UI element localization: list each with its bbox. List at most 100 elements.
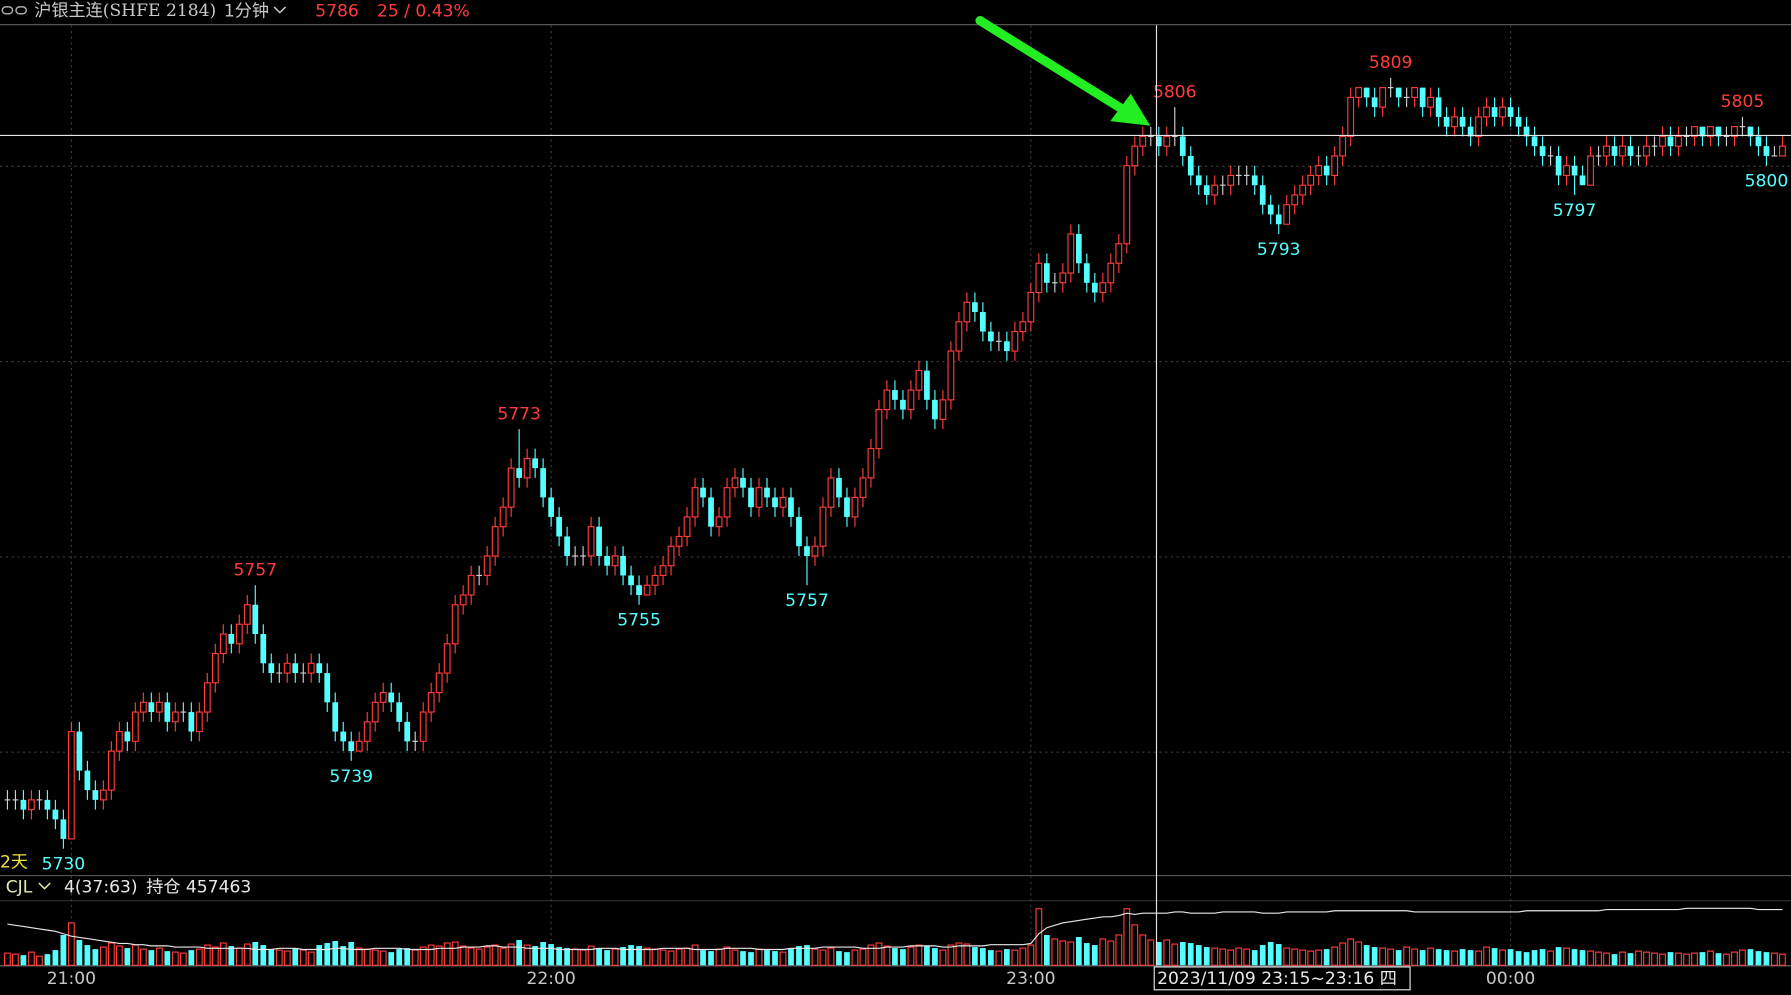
- volume-bar: [371, 949, 379, 966]
- volume-bar: [171, 951, 179, 966]
- candle-body: [892, 390, 898, 400]
- candle-body: [883, 389, 891, 411]
- volume-bar: [867, 944, 875, 966]
- volume-bar: [740, 951, 746, 966]
- volume-bar: [491, 944, 499, 966]
- range-label[interactable]: 2天: [0, 852, 28, 872]
- candle-body: [435, 672, 443, 694]
- candle-body: [932, 399, 938, 420]
- volume-bar: [268, 949, 275, 966]
- candle-body: [796, 516, 802, 547]
- candle-body: [139, 701, 147, 713]
- volume-bar: [1067, 941, 1075, 966]
- period-caret[interactable]: [273, 6, 287, 14]
- volume-bar: [1155, 942, 1162, 966]
- candle-body: [1619, 145, 1626, 157]
- indicator-name[interactable]: CJL: [6, 878, 33, 898]
- volume-bar: [1387, 948, 1395, 966]
- candle-body: [332, 702, 339, 732]
- volume-bar: [1059, 940, 1067, 966]
- volume-bar: [1667, 952, 1674, 966]
- volume-bar: [475, 948, 483, 966]
- candle-body: [1075, 233, 1082, 264]
- candle-body: [1115, 243, 1123, 264]
- candle-body: [252, 604, 259, 635]
- volume-bar: [1203, 947, 1210, 966]
- candle-body: [1531, 136, 1538, 147]
- candle-body: [379, 691, 387, 703]
- volume-bar: [292, 948, 299, 966]
- candle-body: [851, 496, 859, 518]
- volume-bar: [1219, 948, 1227, 966]
- candle-body: [772, 497, 778, 508]
- volume-bar: [796, 946, 802, 966]
- candle-body: [363, 721, 371, 742]
- candle-body: [819, 506, 827, 547]
- candle-body: [235, 623, 243, 645]
- volume-bar: [228, 946, 235, 966]
- candle-body: [955, 321, 963, 352]
- volume-bar: [27, 951, 35, 966]
- volume-bar: [1179, 942, 1186, 966]
- volume-bar: [819, 949, 827, 966]
- volume-bar: [972, 947, 978, 966]
- volume-bar: [1571, 949, 1578, 966]
- candle-body: [764, 487, 770, 498]
- volume-bar: [1147, 939, 1155, 966]
- volume-bar: [947, 944, 955, 966]
- volume-bar: [1611, 954, 1618, 966]
- candle-body: [443, 643, 451, 674]
- symbol[interactable]: 沪银主连(SHFE 2184): [34, 1, 216, 21]
- volume-bar: [667, 950, 675, 966]
- volume-bar: [1475, 950, 1483, 966]
- candle-body: [1491, 107, 1498, 117]
- volume-bar: [1347, 938, 1355, 966]
- candle-body: [99, 789, 107, 801]
- candle-body: [532, 458, 538, 469]
- candle-body: [483, 555, 491, 577]
- volume-bar: [851, 949, 859, 966]
- volume-bar: [1467, 950, 1474, 966]
- link-icon[interactable]: [1, 6, 28, 15]
- volume-bar: [1027, 944, 1035, 966]
- volume-bar: [340, 946, 347, 966]
- volume-bar: [467, 947, 475, 966]
- candle-body: [596, 526, 602, 556]
- candle-body: [27, 799, 35, 811]
- candle-body: [1107, 262, 1115, 284]
- candle-body: [388, 692, 395, 703]
- period[interactable]: 1分钟: [224, 1, 269, 21]
- volume-bar: [523, 944, 531, 966]
- candle-body: [556, 516, 562, 537]
- volume-bar: [604, 950, 610, 966]
- candle-body: [924, 370, 930, 400]
- high-label: 5773: [497, 404, 541, 424]
- candle-body: [1747, 126, 1754, 137]
- volume-bar: [1275, 944, 1282, 966]
- volume-bar: [324, 943, 331, 966]
- volume-bar: [1283, 947, 1291, 966]
- open-interest-line: [7, 907, 1783, 951]
- candle-body: [1323, 165, 1330, 176]
- volume-bar: [596, 948, 602, 966]
- volume-bar: [939, 949, 947, 966]
- low-label: 5730: [42, 855, 86, 875]
- candle-body: [124, 731, 131, 742]
- candle-body: [1131, 145, 1139, 167]
- volume-bar: [564, 948, 570, 966]
- volume-bar: [1763, 952, 1770, 966]
- volume-bar: [1291, 948, 1299, 966]
- volume-bar: [955, 942, 963, 966]
- candle-body: [683, 516, 691, 538]
- volume-bar: [235, 947, 243, 966]
- x-tick-label: 21:00: [47, 969, 96, 989]
- volume-bar: [915, 944, 923, 966]
- candle-body: [1363, 87, 1370, 98]
- candle-body: [1347, 96, 1355, 137]
- candle-body: [52, 809, 59, 820]
- candle-body: [1419, 87, 1426, 108]
- candle-body: [1315, 165, 1323, 177]
- candle-body: [419, 711, 427, 742]
- candle-body: [1483, 106, 1491, 118]
- indicator-caret[interactable]: [38, 882, 51, 890]
